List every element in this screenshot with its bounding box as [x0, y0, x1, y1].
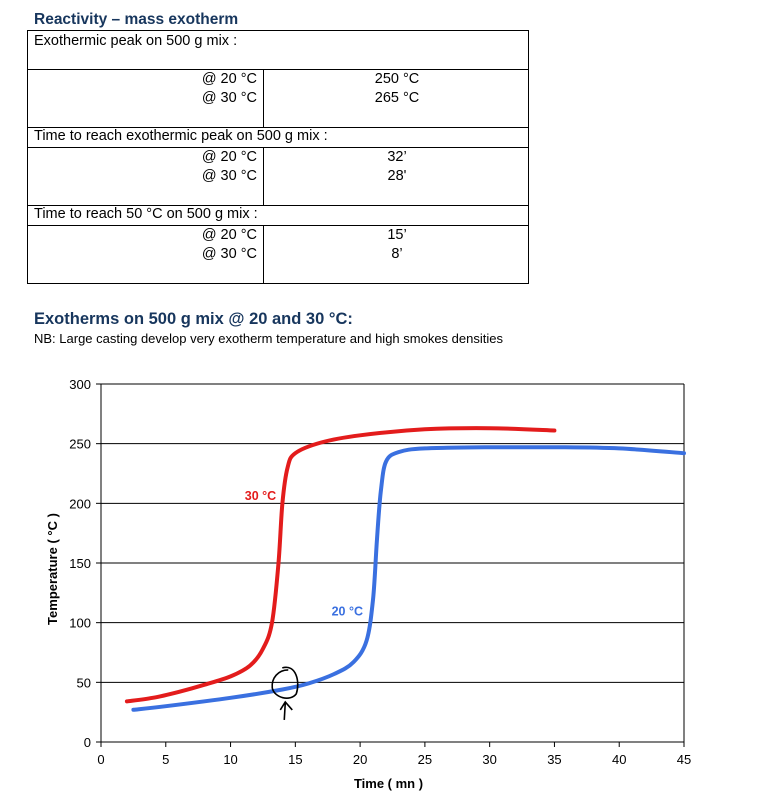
section-heading-time-to-peak: Time to reach exothermic peak on 500 g m… — [34, 128, 328, 144]
exotherm-chart: 0 50 100 150 200 250 300 0 5 10 15 20 25 30 35 40 45 Time… — [45, 377, 691, 791]
x-tick-label: 15 — [288, 752, 302, 767]
series-line-20c — [131, 445, 686, 712]
chart-annotation — [271, 666, 299, 720]
table-divider — [28, 127, 528, 128]
annotation-arrow — [279, 700, 293, 720]
row-value: 250 °C — [374, 71, 420, 87]
row-label: @ 30 °C — [201, 90, 257, 106]
table-divider — [28, 225, 528, 226]
x-tick-label: 35 — [547, 752, 561, 767]
y-tick-label: 250 — [69, 437, 91, 452]
y-tick-label: 0 — [84, 735, 91, 750]
series-line-30c — [124, 426, 557, 704]
table-divider — [28, 205, 528, 206]
y-tick-label: 200 — [69, 496, 91, 511]
row-label: @ 20 °C — [201, 71, 257, 87]
row-value: 15’ — [387, 227, 407, 243]
y-axis-title: Temperature ( °C ) — [45, 513, 60, 625]
table-divider — [28, 147, 528, 148]
chart-grid — [101, 383, 684, 683]
row-label: @ 30 °C — [201, 246, 257, 262]
x-tick-label: 5 — [162, 752, 169, 767]
exotherms-title: Exotherms on 500 g mix @ 20 and 30 °C: — [34, 310, 353, 328]
y-tick-label: 50 — [77, 675, 91, 690]
x-axis-title: Time ( mn ) — [354, 776, 423, 791]
x-tick-label: 45 — [677, 752, 691, 767]
y-tick-label: 100 — [69, 616, 91, 631]
table-column-divider — [263, 69, 264, 127]
y-tick-label: 150 — [69, 556, 91, 571]
exotherms-note: NB: Large casting develop very exotherm … — [34, 331, 503, 346]
x-tick-label: 25 — [418, 752, 432, 767]
row-value: 28' — [387, 168, 407, 184]
row-label: @ 20 °C — [201, 149, 257, 165]
chart-labels: 0 50 100 150 200 250 300 0 5 10 15 20 25 30 35 40 45 Time… — [45, 377, 691, 791]
row-label: @ 20 °C — [201, 227, 257, 243]
series-label-20c: 20 °C — [332, 605, 363, 619]
row-value: 265 °C — [374, 90, 420, 106]
table-column-divider — [263, 225, 264, 283]
x-tick-label: 40 — [612, 752, 626, 767]
x-tick-label: 10 — [223, 752, 237, 767]
annotation-circle — [271, 666, 299, 699]
series-label-30c: 30 °C — [245, 489, 276, 503]
reactivity-title: Reactivity – mass exotherm — [34, 11, 239, 28]
chart-lines — [124, 426, 686, 712]
chart-axes — [96, 383, 685, 747]
x-tick-label: 30 — [482, 752, 496, 767]
table-column-divider — [263, 147, 264, 205]
reactivity-table: Exothermic peak on 500 g mix : @ 20 °C 2… — [27, 30, 529, 284]
x-tick-label: 20 — [353, 752, 367, 767]
x-tick-label: 0 — [97, 752, 104, 767]
y-tick-label: 300 — [69, 377, 91, 392]
row-value: 32’ — [387, 149, 407, 165]
row-value: 8’ — [391, 246, 403, 262]
section-heading-exothermic-peak: Exothermic peak on 500 g mix : — [34, 33, 238, 49]
row-label: @ 30 °C — [201, 168, 257, 184]
section-heading-time-to-50: Time to reach 50 °C on 500 g mix : — [34, 206, 258, 222]
table-divider — [28, 69, 528, 70]
